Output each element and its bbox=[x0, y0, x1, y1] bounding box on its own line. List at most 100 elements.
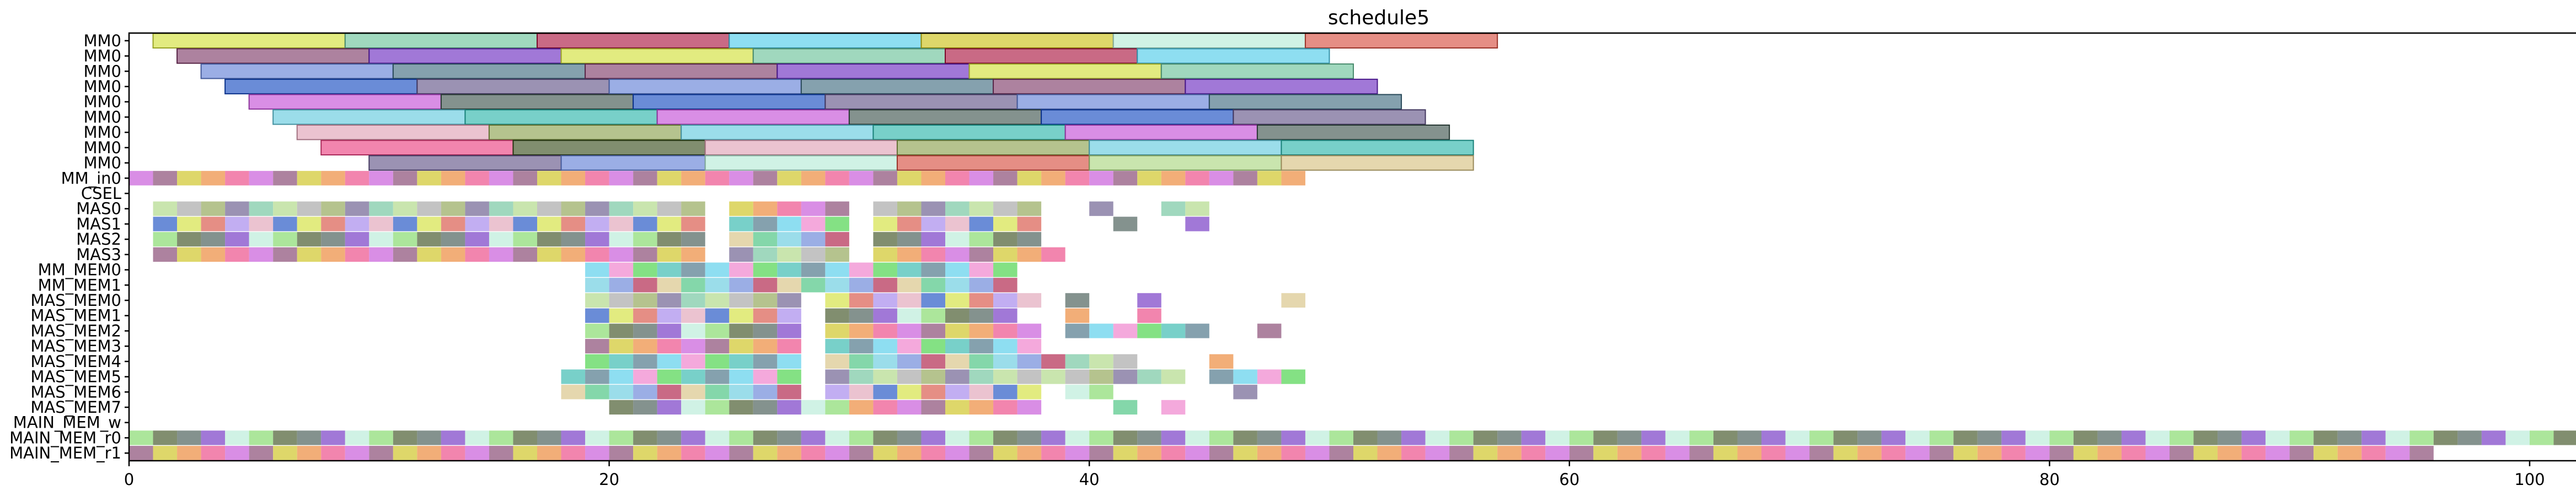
task-bar bbox=[1449, 430, 1474, 445]
task-bar bbox=[705, 338, 730, 354]
task-bar bbox=[225, 201, 249, 216]
task-bar bbox=[537, 231, 561, 247]
task-bar bbox=[201, 247, 226, 262]
task-bar bbox=[849, 293, 874, 308]
task-bar bbox=[1065, 354, 1090, 369]
task-bar bbox=[585, 231, 609, 247]
task-bar bbox=[585, 430, 609, 445]
task-bar bbox=[201, 430, 226, 445]
task-bar bbox=[249, 171, 274, 186]
task-bar bbox=[489, 231, 513, 247]
task-bar bbox=[465, 445, 489, 461]
task-bar bbox=[153, 171, 178, 186]
task-bar bbox=[1185, 324, 1209, 338]
task-bar bbox=[249, 247, 274, 262]
task-bar bbox=[897, 201, 922, 216]
task-bar bbox=[969, 293, 994, 308]
task-bar bbox=[633, 262, 657, 277]
task-bar bbox=[1353, 430, 1378, 445]
task-bar bbox=[585, 278, 609, 293]
task-bar bbox=[897, 231, 922, 247]
task-bar bbox=[1161, 324, 1186, 338]
task-bar bbox=[753, 262, 778, 277]
task-bar bbox=[777, 231, 801, 247]
task-bar bbox=[993, 78, 1186, 95]
task-bar bbox=[1521, 445, 1546, 461]
task-bar bbox=[969, 201, 994, 216]
task-bar bbox=[273, 171, 297, 186]
task-bar bbox=[273, 217, 297, 231]
task-bar bbox=[561, 430, 586, 445]
task-bar bbox=[873, 430, 897, 445]
task-bar bbox=[1281, 445, 1305, 461]
task-bar bbox=[1305, 430, 1330, 445]
task-bar bbox=[657, 338, 682, 354]
task-bar bbox=[2049, 445, 2074, 461]
y-tick-label: MAS1 bbox=[76, 214, 121, 233]
task-bar bbox=[921, 338, 945, 354]
task-bar bbox=[945, 247, 970, 262]
task-bar bbox=[249, 217, 274, 231]
task-bar bbox=[464, 109, 658, 125]
task-bar bbox=[897, 262, 922, 277]
task-bar bbox=[969, 385, 994, 400]
task-bar bbox=[1593, 445, 1618, 461]
task-bar bbox=[753, 308, 778, 323]
task-bar bbox=[1208, 94, 1402, 110]
task-bar bbox=[513, 430, 537, 445]
task-bar bbox=[777, 385, 801, 400]
task-bar bbox=[2553, 430, 2576, 445]
task-bar bbox=[921, 201, 945, 216]
task-bar bbox=[801, 278, 826, 293]
task-bar bbox=[368, 155, 562, 171]
task-bar bbox=[2385, 445, 2410, 461]
task-bar bbox=[2193, 430, 2218, 445]
task-bar bbox=[825, 293, 849, 308]
task-bar bbox=[969, 445, 994, 461]
task-bar bbox=[1209, 369, 1234, 384]
task-bar bbox=[609, 308, 634, 323]
task-bar bbox=[585, 247, 609, 262]
task-bar bbox=[945, 430, 970, 445]
task-bar bbox=[2505, 430, 2530, 445]
task-bar bbox=[369, 445, 393, 461]
task-bar bbox=[537, 445, 561, 461]
task-bar bbox=[585, 293, 609, 308]
task-bar bbox=[273, 231, 297, 247]
task-bar bbox=[777, 338, 801, 354]
task-bar bbox=[1329, 430, 1353, 445]
task-bar bbox=[1017, 217, 1042, 231]
task-bar bbox=[729, 278, 753, 293]
task-bar bbox=[753, 354, 778, 369]
task-bar bbox=[1089, 139, 1282, 156]
task-bar bbox=[1304, 33, 1498, 49]
y-tick-label: MM_MEM1 bbox=[38, 276, 121, 294]
task-bar bbox=[657, 385, 682, 400]
task-bar bbox=[2433, 430, 2458, 445]
task-bar bbox=[969, 400, 994, 415]
task-bar bbox=[920, 33, 1114, 49]
task-bar bbox=[729, 171, 753, 186]
task-bar bbox=[1017, 354, 1042, 369]
task-bar bbox=[993, 201, 1017, 216]
task-bar bbox=[729, 201, 753, 216]
task-bar bbox=[1689, 445, 1713, 461]
task-bar bbox=[561, 445, 586, 461]
task-bar bbox=[945, 338, 970, 354]
task-bar bbox=[2289, 430, 2314, 445]
task-bar bbox=[681, 231, 705, 247]
task-bar bbox=[1137, 430, 1161, 445]
task-bar bbox=[1041, 445, 1065, 461]
task-bar bbox=[897, 308, 922, 323]
task-bar bbox=[777, 278, 801, 293]
x-tick-label: 100 bbox=[2514, 470, 2545, 489]
task-bar bbox=[849, 354, 874, 369]
task-bar bbox=[633, 278, 657, 293]
task-bar bbox=[945, 308, 970, 323]
task-bar bbox=[657, 430, 682, 445]
task-bar bbox=[417, 171, 441, 186]
task-bar bbox=[1665, 430, 1690, 445]
task-bar bbox=[1256, 124, 1450, 141]
task-bar bbox=[825, 445, 849, 461]
task-bar bbox=[681, 385, 705, 400]
